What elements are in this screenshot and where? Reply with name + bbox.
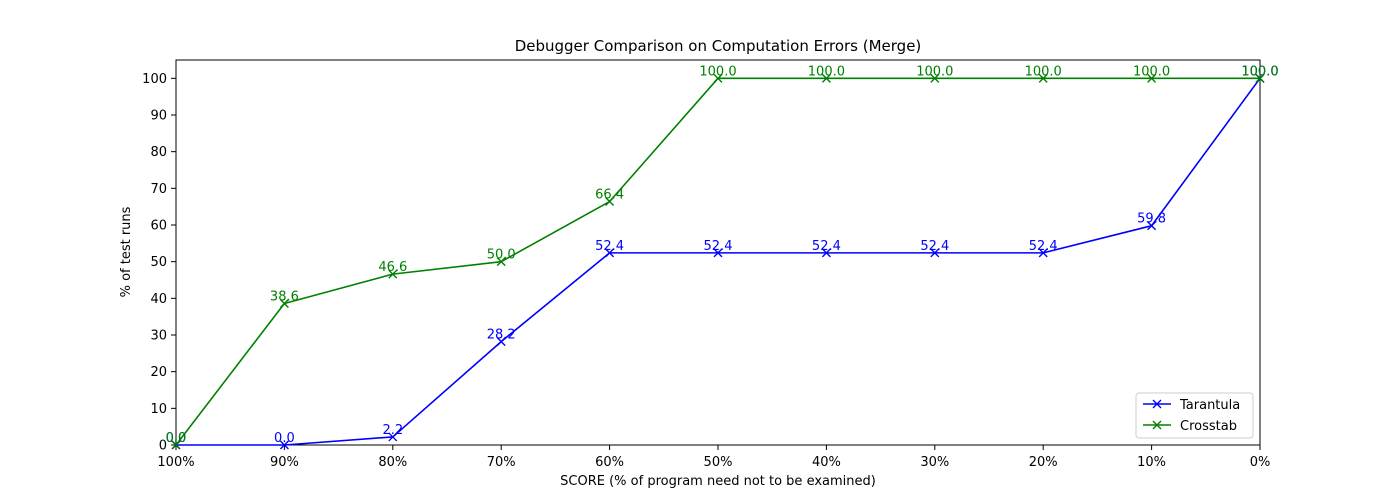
- x-tick-label: 90%: [270, 455, 299, 470]
- data-label-crosstab: 46.6: [378, 260, 407, 275]
- data-point-tarantula: [1038, 248, 1048, 258]
- y-tick-label: 100: [142, 72, 167, 87]
- x-tick-label: 70%: [487, 455, 516, 470]
- y-tick-label: 20: [150, 365, 167, 380]
- data-point-crosstab: [496, 257, 506, 267]
- data-label-crosstab: 38.6: [270, 289, 299, 304]
- x-tick-label: 50%: [704, 455, 733, 470]
- data-label-crosstab: 50.0: [487, 248, 516, 263]
- x-tick-label: 60%: [595, 455, 624, 470]
- x-tick-label: 80%: [378, 455, 407, 470]
- x-tick-label: 40%: [812, 455, 841, 470]
- x-tick-label: 20%: [1029, 455, 1058, 470]
- data-label-tarantula: 52.4: [595, 239, 624, 254]
- chart-title: Debugger Comparison on Computation Error…: [515, 37, 922, 55]
- data-label-crosstab: 100.0: [699, 64, 736, 79]
- data-label-tarantula: 59.8: [1137, 212, 1166, 227]
- x-tick-label: 30%: [920, 455, 949, 470]
- data-point-crosstab: [713, 73, 723, 83]
- data-point-tarantula: [1147, 221, 1157, 231]
- legend-marker-tarantula: [1152, 399, 1162, 409]
- data-point-crosstab: [605, 197, 615, 207]
- data-label-crosstab: 100.0: [916, 64, 953, 79]
- x-tick-label: 100%: [157, 455, 194, 470]
- data-point-crosstab: [171, 440, 181, 450]
- series-line-tarantula: [176, 77, 1261, 446]
- y-tick-label: 60: [150, 219, 167, 234]
- y-tick-label: 10: [150, 402, 167, 417]
- data-point-tarantula: [821, 248, 831, 258]
- x-tick-label: 0%: [1250, 455, 1271, 470]
- data-point-tarantula: [279, 440, 289, 450]
- y-tick-label: 70: [150, 182, 167, 197]
- y-tick-label: 50: [150, 255, 167, 270]
- data-label-crosstab: 66.4: [595, 188, 624, 203]
- data-point-tarantula: [930, 248, 940, 258]
- data-label-tarantula: 52.4: [812, 239, 841, 254]
- legend-marker-crosstab: [1152, 420, 1162, 430]
- series-line-crosstab: [175, 77, 1260, 446]
- y-tick-label: 40: [150, 292, 167, 307]
- data-label-tarantula: 2.2: [382, 423, 403, 438]
- data-label-tarantula: 28.2: [487, 328, 516, 343]
- data-point-tarantula: [713, 248, 723, 258]
- data-label-crosstab: 100.0: [1241, 64, 1278, 79]
- legend-label-tarantula: Tarantula: [1179, 398, 1240, 413]
- data-point-crosstab: [821, 73, 831, 83]
- y-tick-label: 0: [159, 439, 167, 454]
- y-tick-label: 30: [150, 329, 167, 344]
- data-point-crosstab: [388, 269, 398, 279]
- data-point-crosstab: [1255, 73, 1265, 83]
- data-point-tarantula: [388, 432, 398, 442]
- y-tick-label: 90: [150, 109, 167, 124]
- legend-label-crosstab: Crosstab: [1180, 419, 1237, 434]
- data-label-crosstab: 100.0: [808, 64, 845, 79]
- data-label-tarantula: 52.4: [704, 239, 733, 254]
- y-axis-label: % of test runs: [119, 206, 134, 297]
- legend: Tarantula Crosstab: [1135, 392, 1254, 439]
- data-label-crosstab: 100.0: [1133, 64, 1170, 79]
- x-axis-label: SCORE (% of program need not to be exami…: [560, 474, 876, 489]
- data-label-tarantula: 52.4: [1029, 239, 1058, 254]
- data-labels: 0.0 0.0 2.2 28.2 52.4 52.4 52.4 52.4 52.4 59.8 100…: [166, 64, 1279, 446]
- data-label-tarantula: 0.0: [274, 431, 295, 446]
- data-point-crosstab: [1038, 73, 1048, 83]
- data-point-crosstab: [930, 73, 940, 83]
- ticks: 100% 90% 80% 70% 60% 50% 40% 30% 20% 10% 0% 0 10 20 30…: [142, 72, 1270, 470]
- data-point-tarantula: [496, 337, 506, 347]
- data-label-tarantula: 52.4: [920, 239, 949, 254]
- data-label-tarantula: 100.0: [1241, 64, 1278, 79]
- y-tick-label: 80: [150, 145, 167, 160]
- data-label-tarantula: 0.0: [166, 431, 187, 446]
- data-point-crosstab: [1147, 73, 1157, 83]
- series: [171, 73, 1265, 450]
- data-label-crosstab: 0.0: [166, 431, 187, 446]
- data-point-crosstab: [279, 298, 289, 308]
- data-point-tarantula: [605, 248, 615, 258]
- data-label-crosstab: 100.0: [1025, 64, 1062, 79]
- x-tick-label: 10%: [1137, 455, 1166, 470]
